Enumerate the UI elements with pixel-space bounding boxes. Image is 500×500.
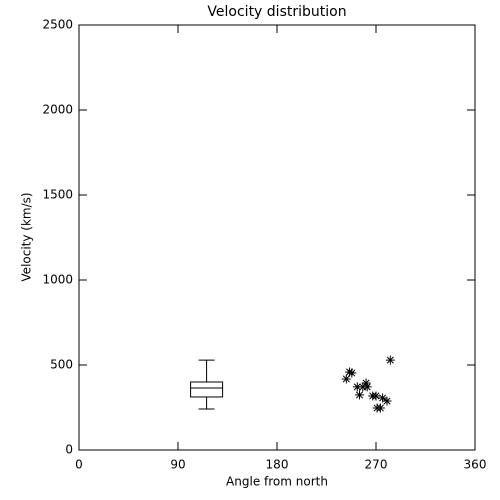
y-tick-label: 2500 bbox=[42, 18, 73, 32]
x-tick-label: 360 bbox=[464, 458, 487, 472]
point bbox=[382, 396, 392, 406]
y-tick-label: 1500 bbox=[42, 188, 73, 202]
point bbox=[347, 368, 357, 378]
x-tick-label: 180 bbox=[266, 458, 289, 472]
y-tick-label: 0 bbox=[65, 443, 73, 457]
point bbox=[378, 393, 388, 403]
point bbox=[362, 382, 372, 392]
x-tick-label: 0 bbox=[75, 458, 83, 472]
point bbox=[355, 390, 364, 400]
y-tick-label: 2000 bbox=[42, 103, 73, 117]
y-tick-label: 1000 bbox=[42, 273, 73, 287]
point bbox=[375, 403, 385, 413]
y-tick-label: 500 bbox=[50, 358, 73, 372]
point bbox=[361, 378, 371, 388]
point bbox=[352, 382, 362, 392]
point bbox=[345, 367, 355, 377]
x-axis-label: Angle from north bbox=[226, 475, 328, 489]
point bbox=[385, 355, 395, 365]
point bbox=[371, 391, 381, 401]
x-tick-label: 270 bbox=[365, 458, 388, 472]
chart-title: Velocity distribution bbox=[207, 4, 346, 20]
point bbox=[341, 374, 351, 384]
x-tick-label: 90 bbox=[170, 458, 185, 472]
y-axis-label: Velocity (km/s) bbox=[20, 192, 34, 281]
